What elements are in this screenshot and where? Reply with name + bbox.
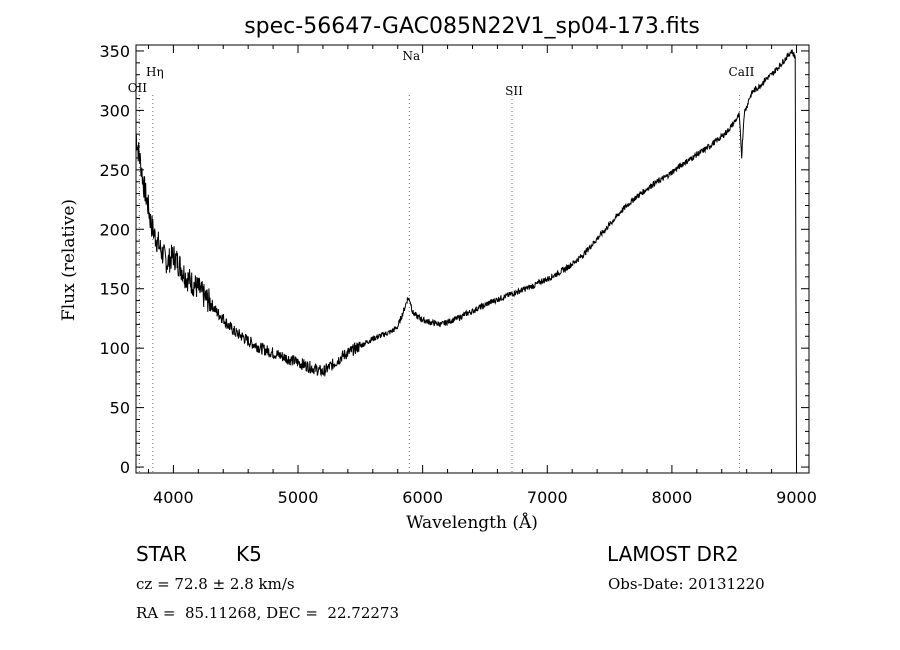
y-tick-label: 150	[99, 280, 130, 299]
y-tick-label: 350	[99, 42, 130, 61]
y-tick-label: 0	[120, 458, 130, 477]
x-tick-label: 8000	[652, 488, 693, 507]
redshift-value: cz = 72.8 ± 2.8 km/s	[136, 575, 295, 593]
object-class: STAR	[136, 542, 187, 566]
y-tick-label: 100	[99, 339, 130, 358]
y-tick-label: 250	[99, 161, 130, 180]
x-axis-label: Wavelength (Å)	[406, 512, 538, 533]
y-tick-label: 200	[99, 220, 130, 239]
y-axis-label: Flux (relative)	[59, 199, 79, 321]
line-label: CaII	[729, 65, 755, 79]
x-axis-ticks: 4000 5000 6000 7000 8000 9000	[147, 45, 817, 507]
spectrum-line	[135, 49, 797, 468]
coordinates: RA = 85.11268, DEC = 22.72273	[136, 604, 400, 622]
line-label: SII	[505, 84, 523, 98]
y-tick-label: 300	[99, 101, 130, 120]
spectral-line-markers: OII Hη Na SII CaII	[128, 49, 755, 473]
observation-date: Obs-Date: 20131220	[608, 575, 765, 593]
object-subclass: K5	[236, 542, 262, 566]
chart-title: spec-56647-GAC085N22V1_sp04-173.fits	[244, 14, 700, 39]
line-label: OII	[128, 81, 148, 95]
x-tick-label: 9000	[776, 488, 817, 507]
x-tick-label: 5000	[278, 488, 319, 507]
x-tick-label: 7000	[527, 488, 568, 507]
x-tick-label: 6000	[402, 488, 443, 507]
survey-name: LAMOST DR2	[607, 542, 739, 566]
line-label: Hη	[146, 65, 164, 79]
x-tick-label: 4000	[153, 488, 194, 507]
y-axis-ticks: 0 50 100 150 200 250 300 350	[99, 42, 809, 477]
line-label: Na	[402, 49, 420, 63]
y-tick-label: 50	[110, 399, 130, 418]
plot-frame	[135, 44, 810, 474]
